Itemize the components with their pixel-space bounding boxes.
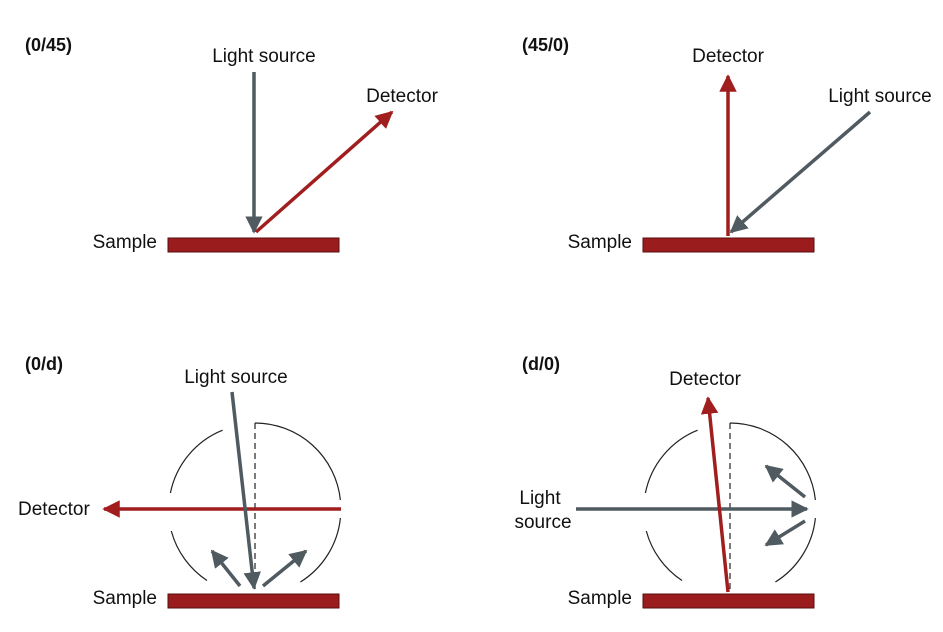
- integrating-sphere-wall: [729, 422, 816, 501]
- sample-plate: [642, 237, 815, 253]
- detector-label: Detector: [669, 369, 741, 390]
- integrating-sphere-wall: [170, 530, 208, 582]
- light-source-label-line1: Light: [519, 488, 561, 509]
- integrating-sphere-wall: [775, 517, 816, 583]
- light-ray: [729, 110, 872, 234]
- panel-title: (d/0): [522, 354, 560, 374]
- panel-0-45: (0/45) Light source Detector Sample: [25, 35, 439, 253]
- detector-label: Detector: [366, 86, 438, 107]
- integrating-sphere-wall: [300, 517, 341, 583]
- integrating-sphere-wall: [645, 530, 683, 582]
- sample-label: Sample: [568, 232, 632, 253]
- light-source-label: Light source: [184, 367, 288, 388]
- detector-label: Detector: [692, 46, 764, 67]
- detector-label: Detector: [18, 499, 90, 520]
- detector-ray: [254, 110, 394, 234]
- light-source-label: Light source: [828, 86, 932, 107]
- panel-d-0: (d/0) Detector Light source Sample: [514, 354, 816, 609]
- scattered-ray: [764, 464, 807, 499]
- sample-plate: [167, 237, 340, 253]
- panel-0-d: (0/d) Light source Detector Sample: [18, 354, 341, 609]
- scattered-ray: [261, 549, 308, 588]
- panel-title: (0/d): [25, 354, 63, 374]
- light-source-label-line2: source: [514, 512, 571, 533]
- light-source-label: Light source: [212, 46, 316, 67]
- panel-title: (45/0): [522, 35, 569, 55]
- integrating-sphere-wall: [644, 429, 698, 494]
- scattered-ray: [210, 549, 242, 588]
- detector-ray: [700, 396, 730, 593]
- light-ray: [230, 391, 261, 590]
- sample-label: Sample: [93, 588, 157, 609]
- panel-45-0: (45/0) Detector Light source Sample: [522, 35, 932, 253]
- scattered-ray: [764, 519, 806, 547]
- sample-label: Sample: [568, 588, 632, 609]
- integrating-sphere-wall: [254, 422, 341, 501]
- panel-title: (0/45): [25, 35, 72, 55]
- sample-label: Sample: [93, 232, 157, 253]
- sample-plate: [167, 593, 340, 609]
- sample-plate: [642, 593, 815, 609]
- integrating-sphere-wall: [169, 429, 223, 494]
